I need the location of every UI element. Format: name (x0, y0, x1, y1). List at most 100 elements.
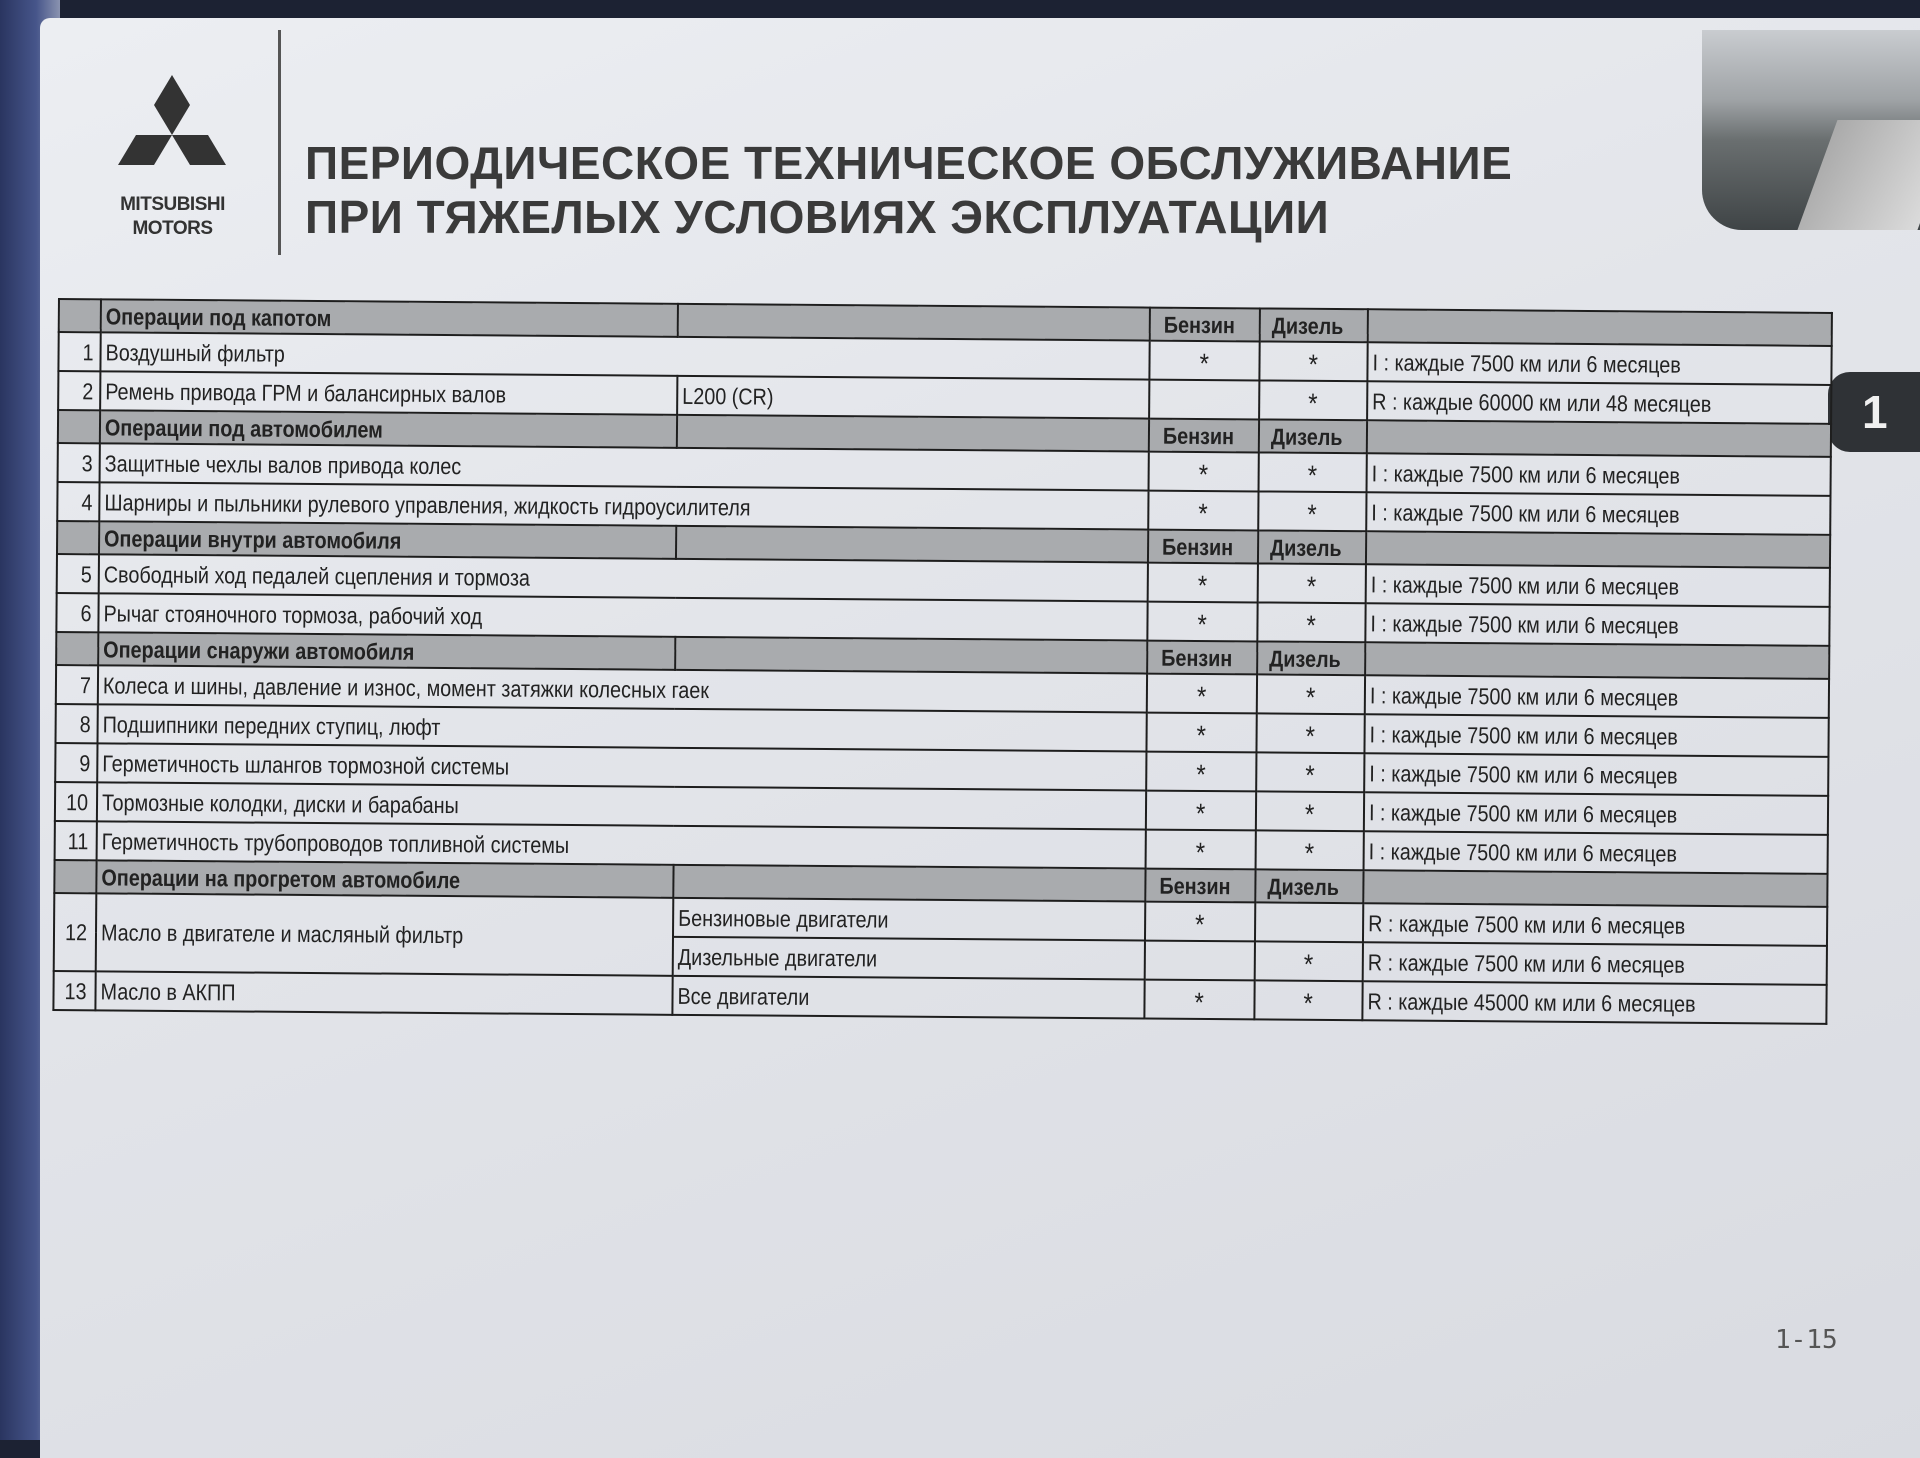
petrol-mark: * (1147, 562, 1258, 603)
title-line-2: ПРИ ТЯЖЕЛЫХ УСЛОВИЯХ ЭКСПЛУАТАЦИИ (305, 191, 1330, 243)
operation-name-text: Свободный ход педалей сцепления и тормоз… (103, 560, 531, 591)
service-interval: I : каждые 7500 км или 6 месяцев (1363, 831, 1828, 874)
petrol-mark-text: * (1196, 608, 1207, 640)
section-title: Операции снаружи автомобиля (98, 632, 676, 670)
diesel-mark: * (1254, 980, 1363, 1021)
service-interval-text: R : каждые 45000 км или 6 месяцев (1367, 987, 1696, 1017)
row-number-text: 1 (82, 338, 94, 365)
petrol-header-text: Бензин (1160, 644, 1233, 671)
diesel-mark-text: * (1305, 681, 1315, 713)
diesel-mark-text: * (1307, 387, 1318, 419)
row-number: 7 (55, 664, 99, 705)
three-diamonds-icon (118, 75, 226, 165)
row-number-text: 12 (65, 919, 88, 946)
service-interval-text: R : каждые 60000 км или 48 месяцев (1372, 387, 1712, 417)
petrol-mark-text: * (1197, 497, 1208, 529)
diesel-mark: * (1255, 830, 1364, 871)
row-number: 12 (53, 892, 97, 972)
row-number: 8 (55, 703, 98, 744)
operation-name-text: Тормозные колодки, диски и барабаны (101, 788, 459, 818)
service-interval-text: I : каждые 7500 км или 6 месяцев (1372, 348, 1681, 378)
section-title: Операции под капотом (100, 299, 678, 337)
petrol-mark (1149, 379, 1260, 420)
petrol-mark: * (1148, 490, 1259, 531)
section-title-text: Операции под автомобилем (104, 413, 383, 443)
interval-header (1366, 420, 1832, 457)
interval-header (1365, 642, 1830, 679)
diesel-mark: * (1256, 713, 1365, 754)
diesel-mark (1254, 902, 1364, 943)
operation-name-text: Герметичность трубопроводов топливной си… (101, 827, 570, 858)
service-interval: I : каждые 7500 км или 6 месяцев (1366, 453, 1831, 496)
petrol-header-text: Бензин (1162, 422, 1234, 449)
diesel-header: Дизель (1257, 530, 1367, 565)
diesel-mark-text: * (1304, 798, 1315, 830)
section-spacer (56, 631, 99, 666)
service-interval: I : каждые 7500 км или 6 месяцев (1366, 492, 1831, 535)
section-title: Операции под автомобилем (99, 410, 678, 448)
diesel-mark-text: * (1307, 348, 1318, 380)
page-title: ПЕРИОДИЧЕСКОЕ ТЕХНИЧЕСКОЕ ОБСЛУЖИВАНИЕ П… (305, 136, 1512, 244)
diesel-header-text: Дизель (1270, 534, 1343, 561)
diesel-mark-text: * (1306, 498, 1317, 530)
model-variant-text: Все двигатели (677, 982, 810, 1010)
diesel-mark-text: * (1305, 609, 1316, 641)
diesel-mark: * (1258, 491, 1367, 532)
diesel-header: Дизель (1259, 308, 1368, 343)
section-title-text: Операции внутри автомобиля (104, 524, 402, 554)
row-number: 1 (58, 332, 101, 372)
service-interval-text: R : каждые 7500 км или 6 месяцев (1367, 948, 1685, 978)
service-interval-text: I : каждые 7500 км или 6 месяцев (1370, 609, 1679, 639)
petrol-mark-text: * (1198, 347, 1209, 379)
petrol-mark-text: * (1196, 719, 1206, 751)
petrol-mark: * (1149, 340, 1260, 381)
page-number: 1-15 (1775, 1325, 1838, 1355)
operation-name-text: Герметичность шлангов тормозной системы (102, 749, 510, 780)
service-interval: I : каждые 7500 км или 6 месяцев (1364, 675, 1830, 718)
diesel-mark-text: * (1305, 720, 1315, 752)
section-title: Операции внутри автомобиля (98, 521, 677, 559)
diesel-mark: * (1259, 380, 1368, 421)
diesel-mark-text: * (1304, 759, 1315, 791)
petrol-mark: * (1148, 451, 1259, 492)
row-number: 6 (56, 592, 99, 633)
row-number: 2 (58, 371, 101, 411)
diesel-mark: * (1256, 752, 1365, 793)
model-variant: Все двигатели (672, 975, 1145, 1019)
diesel-header: Дизель (1257, 641, 1366, 676)
petrol-mark-text: * (1195, 836, 1205, 868)
petrol-mark-text: * (1193, 986, 1204, 1018)
section-title: Операции на прогретом автомобиле (96, 860, 674, 898)
section-title-text: Операции под капотом (105, 302, 332, 331)
diesel-mark: * (1256, 674, 1366, 715)
section-spacer (54, 859, 97, 894)
petrol-mark (1144, 940, 1255, 981)
petrol-mark-text: * (1194, 908, 1205, 940)
row-number: 9 (55, 742, 98, 783)
row-number-text: 3 (81, 449, 94, 476)
petrol-mark-text: * (1195, 797, 1206, 829)
petrol-mark-text: * (1198, 458, 1208, 490)
operation-name: Масло в двигателе и масляный фильтр (95, 893, 674, 976)
model-variant-text: Бензиновые двигатели (678, 904, 889, 933)
petrol-mark: * (1145, 829, 1256, 870)
diesel-header-text: Дизель (1272, 312, 1344, 339)
interval-header (1363, 870, 1828, 907)
section-blank (673, 864, 1146, 902)
header-divider (278, 30, 281, 255)
section-blank (675, 636, 1148, 674)
row-number: 10 (54, 781, 98, 822)
petrol-header: Бензин (1147, 640, 1258, 675)
service-interval-text: I : каждые 7500 км или 6 месяцев (1369, 759, 1678, 789)
operation-name-text: Масло в АКПП (100, 977, 236, 1005)
section-spacer (56, 521, 100, 555)
maintenance-table: Операции под капотом Бензин Дизель 1 Воздушн… (52, 298, 1833, 1025)
service-interval: R : каждые 7500 км или 6 месяцев (1362, 942, 1827, 985)
service-interval: I : каждые 7500 км или 6 месяцев (1364, 753, 1829, 796)
service-interval-text: I : каждые 7500 км или 6 месяцев (1371, 459, 1681, 489)
row-number-text: 9 (79, 749, 91, 776)
operation-name-text: Шарниры и пыльники рулевого управления, … (104, 488, 751, 520)
row-number-text: 4 (81, 488, 93, 515)
section-title-text: Операции снаружи автомобиля (103, 635, 415, 665)
operation-name: Масло в АКПП (95, 971, 673, 1015)
